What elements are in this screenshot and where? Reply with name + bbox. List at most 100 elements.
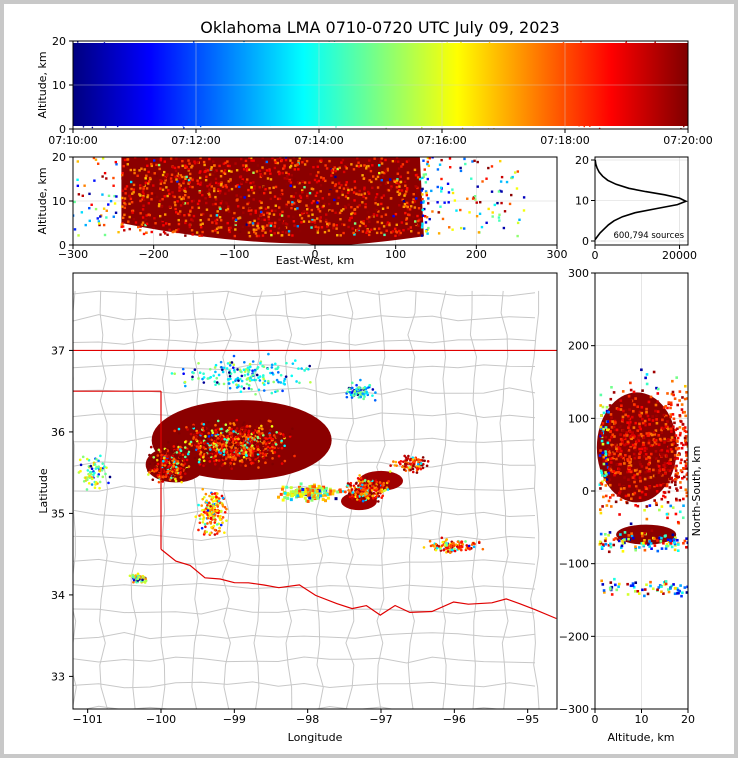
east-west-point [90,203,93,206]
east-west-point [431,157,434,159]
east-west-point [274,161,277,164]
plan-view-point [378,481,382,484]
east-west-point [416,190,419,193]
east-west-point [349,216,352,220]
east-west-point [234,185,238,188]
north-south-point [686,477,688,481]
east-west-point [199,183,202,186]
plan-view-point [449,545,453,548]
plan-view-point [365,486,369,489]
time-altitude-point [572,102,574,105]
plan-view-point [183,462,187,465]
time-altitude-point [478,70,481,73]
east-west-point [305,204,308,207]
east-west-point [315,174,319,177]
time-altitude-point [456,70,458,72]
plan-view-point [204,492,208,496]
time-altitude-point [366,78,368,80]
east-west-point [513,171,517,174]
plan-view-point [437,545,441,548]
east-west-point [176,174,179,178]
north-south-point [661,453,664,457]
time-altitude-point [454,65,457,68]
plan-view-point [271,443,275,447]
plan-view-point [223,448,226,451]
east-west-point [329,189,332,193]
east-west-point [248,207,252,210]
east-west-point [297,168,300,171]
east-west-point [252,181,255,184]
north-south-point [647,543,650,547]
east-west-point [369,169,373,173]
longitude-label: Longitude [288,731,343,744]
north-south-point [679,486,683,489]
time-altitude-point [476,48,478,51]
east-west-point [227,189,231,192]
time-altitude-point [202,48,204,51]
plan-view-point [403,454,406,458]
east-west-point [259,214,263,217]
east-west-point [497,216,501,219]
plan-view-point [221,422,225,426]
plan-view-point [175,454,178,458]
north-south-point [604,471,607,474]
plan-view-point [357,386,361,389]
north-south-point [639,479,642,483]
time-altitude-point [96,74,98,76]
plan-view-point [198,439,202,443]
east-west-point [191,233,194,236]
north-south-point [669,462,672,465]
east-west-point [373,157,376,160]
north-south-point [665,451,669,454]
east-west-point [248,234,252,238]
plan-view-point [277,380,280,384]
plan-view-point [184,440,187,444]
plan-view-point [409,462,412,466]
plan-view-point [321,494,325,498]
north-south-point [615,407,619,410]
plan-view-point [253,445,257,448]
plan-view-point [291,427,294,430]
plan-view-point [185,458,189,462]
east-west-point [192,176,195,180]
east-west-point [245,169,249,172]
time-altitude-point [426,124,428,126]
east-west-point [374,201,377,205]
time-altitude-point [453,93,455,96]
east-west-point [308,181,311,184]
east-west-point [205,208,209,211]
east-west-point [218,216,222,219]
north-south-point [649,580,652,584]
east-west-point [358,224,362,228]
plan-view-point [216,505,220,508]
plan-view-point [215,509,219,513]
north-south-point [683,426,687,429]
longitude-label: −97 [369,713,392,726]
north-south-point [601,583,605,586]
east-west-point [113,202,117,205]
north-south-point [681,591,684,595]
plan-view-point [377,500,380,503]
east-west-point [159,233,162,236]
plan-view-point [175,468,179,472]
north-south-point [635,487,639,491]
east-west-point [516,234,519,238]
north-south-point [674,469,678,472]
east-west-point [227,210,231,213]
plan-view-point [197,460,201,464]
county-line [73,681,536,689]
east-west-point [260,201,263,205]
east-west-point [246,178,249,181]
time-altitude-point [336,75,339,78]
east-west-point [81,194,84,198]
plan-view-point [269,428,272,432]
plan-view-point [438,547,442,551]
plan-view-point [215,532,219,535]
east-west-point [426,177,429,181]
plan-view-point [267,379,270,383]
east-west-point [423,168,426,171]
plan-view-point [324,499,328,503]
east-west-point [273,225,276,228]
north-south-point [604,426,608,429]
plan-view-point [195,438,198,442]
